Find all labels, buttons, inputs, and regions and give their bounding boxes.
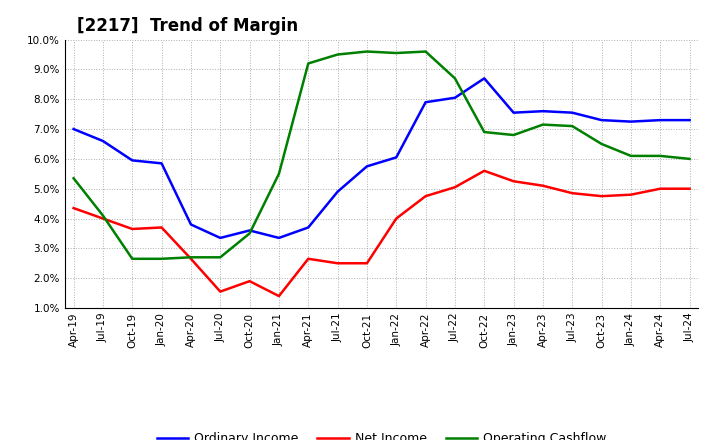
Operating Cashflow [246, 231, 254, 236]
Net Income [216, 289, 225, 294]
Line: Ordinary Income: Ordinary Income [73, 78, 690, 238]
Net Income [128, 226, 137, 231]
Ordinary Income [451, 95, 459, 100]
Ordinary Income [333, 189, 342, 194]
Operating Cashflow [568, 124, 577, 129]
Net Income [186, 256, 195, 261]
Net Income [363, 260, 372, 266]
Operating Cashflow [157, 256, 166, 261]
Operating Cashflow [216, 255, 225, 260]
Operating Cashflow [333, 52, 342, 57]
Operating Cashflow [509, 132, 518, 138]
Net Income [656, 186, 665, 191]
Line: Operating Cashflow: Operating Cashflow [73, 51, 690, 259]
Operating Cashflow [626, 153, 635, 158]
Net Income [568, 191, 577, 196]
Net Income [99, 216, 107, 221]
Ordinary Income [539, 109, 547, 114]
Operating Cashflow [304, 61, 312, 66]
Ordinary Income [216, 235, 225, 241]
Net Income [598, 194, 606, 199]
Net Income [246, 279, 254, 284]
Operating Cashflow [69, 176, 78, 181]
Net Income [157, 225, 166, 230]
Ordinary Income [480, 76, 489, 81]
Ordinary Income [685, 117, 694, 123]
Net Income [626, 192, 635, 197]
Net Income [480, 168, 489, 173]
Ordinary Income [99, 138, 107, 143]
Ordinary Income [157, 161, 166, 166]
Ordinary Income [626, 119, 635, 124]
Ordinary Income [128, 158, 137, 163]
Net Income [509, 179, 518, 184]
Net Income [69, 205, 78, 211]
Ordinary Income [509, 110, 518, 115]
Net Income [274, 293, 283, 299]
Ordinary Income [186, 222, 195, 227]
Ordinary Income [598, 117, 606, 123]
Operating Cashflow [539, 122, 547, 127]
Operating Cashflow [598, 141, 606, 147]
Net Income [392, 216, 400, 221]
Ordinary Income [363, 164, 372, 169]
Operating Cashflow [128, 256, 137, 261]
Legend: Ordinary Income, Net Income, Operating Cashflow: Ordinary Income, Net Income, Operating C… [152, 427, 611, 440]
Ordinary Income [421, 99, 430, 105]
Operating Cashflow [685, 156, 694, 161]
Operating Cashflow [186, 255, 195, 260]
Operating Cashflow [363, 49, 372, 54]
Operating Cashflow [99, 213, 107, 218]
Operating Cashflow [392, 50, 400, 55]
Ordinary Income [246, 228, 254, 233]
Operating Cashflow [451, 76, 459, 81]
Ordinary Income [568, 110, 577, 115]
Net Income [304, 256, 312, 261]
Net Income [685, 186, 694, 191]
Text: [2217]  Trend of Margin: [2217] Trend of Margin [78, 17, 299, 35]
Line: Net Income: Net Income [73, 171, 690, 296]
Net Income [421, 194, 430, 199]
Ordinary Income [392, 155, 400, 160]
Ordinary Income [274, 235, 283, 241]
Ordinary Income [69, 126, 78, 132]
Operating Cashflow [274, 171, 283, 176]
Ordinary Income [656, 117, 665, 123]
Operating Cashflow [421, 49, 430, 54]
Ordinary Income [304, 225, 312, 230]
Net Income [451, 185, 459, 190]
Operating Cashflow [480, 129, 489, 135]
Net Income [539, 183, 547, 188]
Net Income [333, 260, 342, 266]
Operating Cashflow [656, 153, 665, 158]
